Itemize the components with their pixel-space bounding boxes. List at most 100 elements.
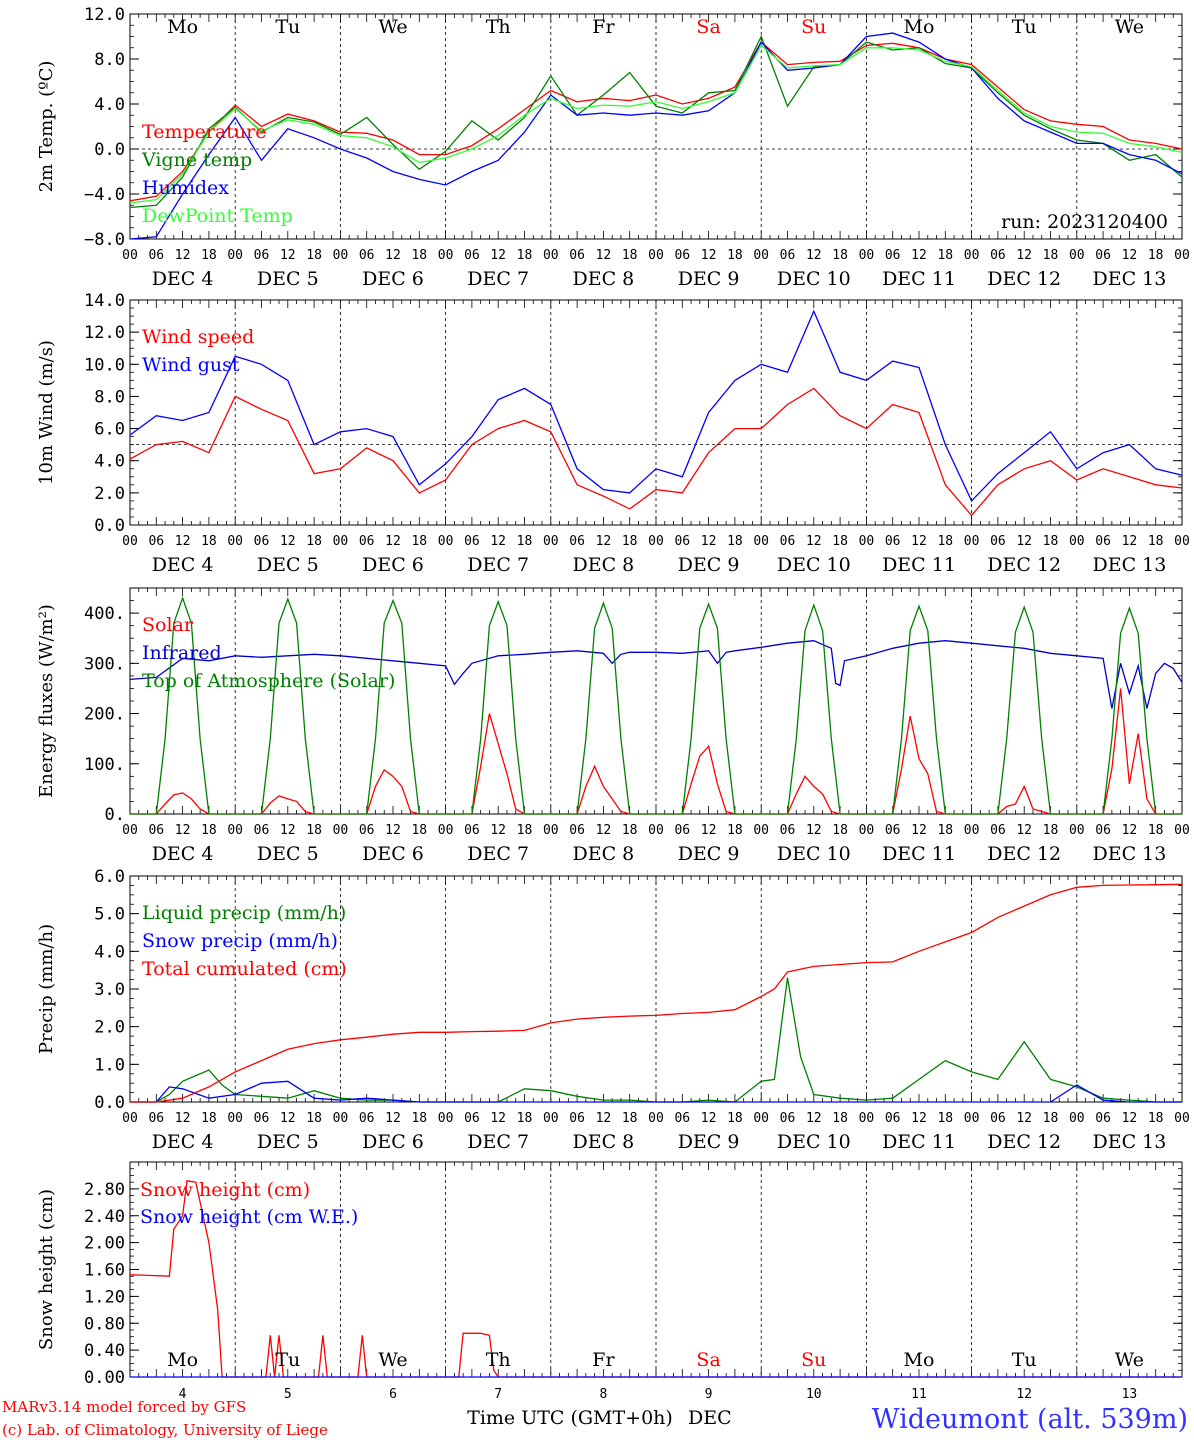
hour-label: 06 [359,823,375,838]
hour-label: 12 [701,534,717,549]
y-tick-label: 0.0 [94,1093,125,1113]
hour-label: 00 [1069,823,1085,838]
hour-label: 18 [306,534,322,549]
hour-label: 06 [1095,1111,1111,1126]
hour-label: 06 [254,534,270,549]
y-tick-label: 2.80 [84,1180,125,1200]
hour-label: 00 [333,534,349,549]
hour-label: 06 [674,248,690,263]
hour-label: 00 [333,248,349,263]
y-tick-label: 0.80 [84,1314,125,1334]
hour-label: 06 [780,1111,796,1126]
y-tick-label: 6.0 [94,420,125,440]
weekday-label: Tu [1012,16,1037,38]
y-tick-label: 0.00 [84,1368,125,1388]
hour-label: 12 [1016,1111,1032,1126]
hour-label: 06 [674,823,690,838]
series-line-humidex [129,32,1183,240]
y-tick-label: 1.0 [94,1055,125,1075]
y-tick-label: 10.0 [84,355,125,375]
y-tick-label: 8.0 [94,50,125,70]
hour-label: 06 [464,248,480,263]
date-label: DEC 7 [467,554,529,576]
hour-label: 00 [122,534,138,549]
date-label: DEC 10 [777,554,851,576]
date-label: DEC 13 [1092,554,1166,576]
date-label: DEC 6 [362,843,424,865]
weekday-label: Sa [696,16,720,38]
day-number-label: 11 [911,1387,927,1402]
y-tick-label: 2.00 [84,1234,125,1254]
date-label: DEC 8 [573,843,635,865]
hour-label: 12 [911,823,927,838]
hour-label: 12 [596,1111,612,1126]
hour-label: 12 [911,1111,927,1126]
date-label: DEC 13 [1092,268,1166,290]
date-label: DEC 10 [777,843,851,865]
hour-label: 18 [832,248,848,263]
panel-snow: 0.00 0.40 0.80 1.20 1.60 2.00 2.40 2.80 Snow hei… [36,1161,1183,1402]
hour-label: 00 [1174,1111,1190,1126]
hour-label: 18 [727,823,743,838]
hour-label: 18 [622,534,638,549]
hour-label: 06 [885,1111,901,1126]
hour-label: 06 [148,248,164,263]
hour-label: 18 [1043,534,1059,549]
hour-label: 00 [438,1111,454,1126]
day-number-label: 12 [1016,1387,1032,1402]
station-name: Wideumont (alt. 539m) [872,1404,1188,1435]
date-label: DEC 11 [882,1131,956,1153]
hour-label: 06 [885,534,901,549]
date-label: DEC 9 [678,554,740,576]
hour-label: 18 [727,1111,743,1126]
hour-label: 18 [622,823,638,838]
date-label: DEC 11 [882,268,956,290]
y-tick-label: 0.40 [84,1341,125,1361]
hour-label: 12 [1016,823,1032,838]
hour-label: 00 [543,248,559,263]
day-number-label: 8 [599,1387,607,1402]
hour-label: 12 [1016,534,1032,549]
series-line-wind-gust [129,309,1183,503]
date-label: DEC 5 [257,554,319,576]
y-tick-label: 0.0 [94,140,125,160]
date-label: DEC 8 [573,268,635,290]
hour-label: 12 [806,1111,822,1126]
date-label: DEC 6 [362,554,424,576]
hour-label: 06 [990,1111,1006,1126]
hour-label: 06 [148,823,164,838]
day-number-label: 4 [179,1387,187,1402]
date-label: DEC 9 [678,268,740,290]
hour-label: 06 [359,248,375,263]
weekday-label: Su [801,1349,826,1371]
weekday-label: Tu [1012,1349,1037,1371]
hour-label: 06 [780,534,796,549]
hour-label: 12 [596,534,612,549]
weekday-label: Th [486,1349,511,1371]
legend-entry: Snow precip (mm/h) [142,930,338,952]
hour-label: 06 [148,534,164,549]
date-label: DEC 12 [987,843,1061,865]
hour-label: 00 [964,1111,980,1126]
date-label: DEC 5 [257,268,319,290]
y-tick-label: −4.0 [84,185,125,205]
series-line-vigne-temp [129,34,1183,209]
hour-label: 18 [1043,248,1059,263]
hour-label: 18 [306,248,322,263]
y-tick-label: 12.0 [84,323,125,343]
meteogram-panels: −8.0 −4.0 0.0 4.0 8.0 12.0 2m Temp. (ºC) Temper… [36,5,1190,1402]
hour-label: 00 [1174,823,1190,838]
hour-label: 06 [254,1111,270,1126]
legend-entry: Infrared [142,642,222,664]
hour-label: 12 [490,248,506,263]
hour-label: 12 [911,248,927,263]
hour-label: 06 [569,534,585,549]
hour-label: 06 [1095,823,1111,838]
hour-label: 06 [464,534,480,549]
hour-label: 06 [569,1111,585,1126]
panel-wind: 0.0 2.0 4.0 6.0 8.0 10.0 12.0 14.0 10m Wind (m/s… [36,291,1190,576]
hour-label: 12 [911,534,927,549]
y-tick-label: 0. [105,805,125,825]
legend-entry: Solar [142,614,194,636]
hour-label: 18 [937,248,953,263]
